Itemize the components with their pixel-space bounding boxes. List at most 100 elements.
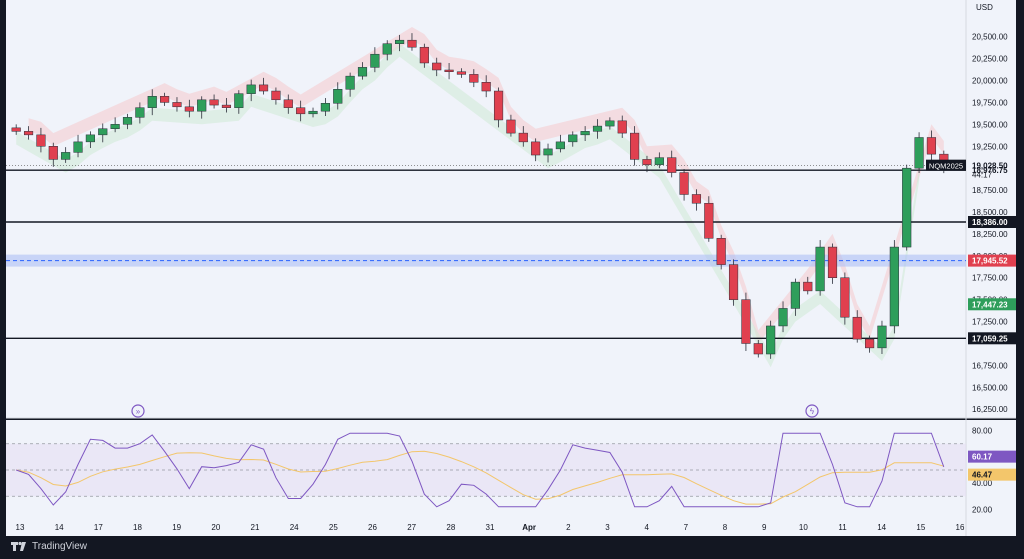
time-tick-label: 24 [290,523,299,532]
candle-body [197,99,207,112]
time-tick-label: 2 [566,523,571,532]
chart-canvas[interactable]: USD 20,500.00 20,250.00 20,000.00 19,750.00 1… [0,0,1024,536]
indicator-bolt-glyph: ϟ [810,407,815,416]
indicator-arrow-icon [131,404,145,418]
candle-body [36,134,46,147]
rsi-line [16,432,945,508]
time-tick-label: 17 [94,523,103,532]
price-tick-label: 18,500.00 [972,208,1008,217]
countdown-label: 44:17 [972,171,993,180]
price-tick-label: 20,000.00 [972,77,1008,86]
price-level-label: 19,028.50 [972,162,1008,171]
candle-body [654,157,664,165]
candle-body [852,316,862,340]
candle-body [61,152,71,160]
price-tick-label: 16,750.00 [972,361,1008,370]
symbol-tag [926,159,966,171]
candle-body [320,103,330,112]
rsi-ma-value-label: 46.47 [972,471,993,480]
candle-body [531,141,541,156]
candle-body [48,146,58,160]
candle-body [741,299,751,344]
time-tick-label: 25 [329,523,338,532]
time-tick-label: Apr [522,523,536,532]
candle-body [877,325,887,349]
time-tick-label: 18 [133,523,142,532]
candle-body [827,246,838,278]
candle-body [691,194,702,204]
candle-body [580,131,590,136]
candle-body [815,246,825,292]
currency-label: USD [976,3,993,12]
price-tick-label: 20,500.00 [972,33,1008,42]
candle-body [753,343,763,355]
symbol-tag-label: NQM2025 [929,162,963,171]
candle-body [902,167,912,248]
price-tick-label: 16,500.00 [972,383,1008,392]
time-tick-label: 14 [55,523,64,532]
candle-body [333,89,343,104]
candle-body [172,102,182,108]
price-pane [6,0,1016,418]
candle-body [382,43,392,55]
price-level-label: 17,447.23 [972,300,1008,309]
time-tick-label: 3 [605,523,610,532]
candle-body [395,39,405,44]
candle-body [419,46,429,64]
candle-body [357,67,368,77]
candle-body [85,134,95,143]
candle-body [184,106,194,112]
candle-body [790,281,800,309]
time-tick-label: 19 [172,523,181,532]
candle-body [283,99,293,108]
time-tick-label: 9 [762,523,767,532]
candle-body [73,141,83,153]
time-tick-label: 4 [644,523,649,532]
time-tick-label: 13 [16,523,25,532]
rsi-tick-label: 80.00 [972,427,993,436]
price-level-label: 17,945.52 [972,257,1008,266]
candle-body [642,159,652,165]
candle-body [679,172,689,195]
footer-bar [0,536,1024,559]
brand-label: TradingView [32,540,88,552]
price-level-bg [968,298,1016,311]
tradingview-brand[interactable]: TradingView [10,540,87,552]
candle-body [234,93,244,108]
price-level-label: 17,059.25 [972,334,1008,343]
candle-body [506,119,516,134]
candle-body [667,157,677,173]
candle-body [345,75,355,90]
candle-body [258,84,269,92]
candle-body [469,74,479,83]
rsi-tick-label: 20.00 [972,505,993,514]
time-tick-label: 20 [211,523,220,532]
candle-body [271,90,281,101]
time-tick-label: 11 [838,523,847,532]
price-tick-label: 17,250.00 [972,318,1008,327]
candle-body [370,53,380,68]
candle-body [766,325,776,355]
price-tick-label: 18,750.00 [972,186,1008,195]
candle-body [543,148,553,156]
candle-body [23,131,34,136]
candle-body [407,39,417,48]
candle-body [728,264,739,300]
time-tick-label: 14 [877,523,886,532]
time-tick-label: 16 [956,523,965,532]
price-level-label: 18,976.75 [972,166,1008,175]
price-level-bg [968,332,1016,345]
candle-body [98,128,108,136]
rsi-ma-value-bg [968,468,1016,481]
time-tick-label: 28 [446,523,455,532]
price-tick-label: 18,250.00 [972,230,1008,239]
tradingview-logo-icon [11,541,26,551]
candle-body [704,202,714,239]
candle-body [147,96,157,108]
candle-body [110,124,120,129]
candle-body [926,137,937,155]
candle-body [592,125,603,132]
candle-body [716,238,726,265]
candle-body [803,281,813,292]
